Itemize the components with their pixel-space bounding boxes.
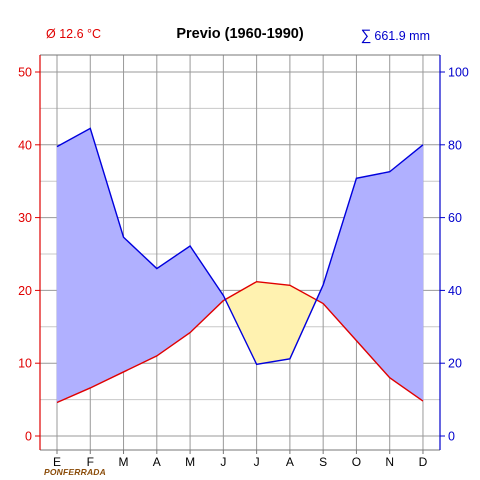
chart-title: Previo (1960-1990) bbox=[176, 26, 304, 42]
humid-area bbox=[89, 128, 124, 389]
precipitation-line bbox=[56, 127, 424, 366]
month-label: E bbox=[53, 455, 61, 469]
humid-area bbox=[389, 144, 424, 402]
temperature-line bbox=[56, 280, 424, 404]
precipitation-axis: 0 20 40 60 80 100 bbox=[440, 66, 469, 444]
precipitation-tick-label: 80 bbox=[448, 138, 462, 152]
arid-area bbox=[224, 281, 257, 365]
temperature-tick-label: 30 bbox=[18, 211, 32, 225]
month-label: J bbox=[254, 455, 260, 469]
temperature-tick-label: 10 bbox=[18, 357, 32, 371]
precipitation-tick-label: 60 bbox=[448, 211, 462, 225]
series-lines bbox=[56, 127, 424, 404]
humid-area bbox=[322, 178, 357, 342]
month-label: D bbox=[419, 455, 428, 469]
temperature-axis: 0 10 20 30 40 50 bbox=[18, 66, 40, 444]
total-precipitation-annotation: ∑ 661.9 mm bbox=[361, 27, 430, 44]
month-label: A bbox=[153, 455, 161, 469]
precipitation-tick-label: 0 bbox=[448, 430, 455, 444]
temperature-tick-label: 50 bbox=[18, 66, 32, 80]
month-label: S bbox=[319, 455, 327, 469]
precipitation-tick-label: 20 bbox=[448, 357, 462, 371]
area-fills bbox=[56, 127, 424, 403]
month-label: O bbox=[352, 455, 361, 469]
sigma-icon: ∑ bbox=[360, 27, 372, 44]
temperature-tick-label: 0 bbox=[25, 430, 32, 444]
month-label: F bbox=[87, 455, 94, 469]
humid-area bbox=[156, 245, 191, 357]
precipitation-total: 661.9 mm bbox=[374, 29, 430, 43]
month-label: J bbox=[220, 455, 226, 469]
arid-area bbox=[289, 284, 317, 359]
humid-area bbox=[56, 127, 91, 403]
month-label: A bbox=[286, 455, 294, 469]
precipitation-tick-label: 100 bbox=[448, 66, 469, 80]
temperature-tick-label: 40 bbox=[18, 138, 32, 152]
plot-frame bbox=[39, 54, 441, 451]
month-label: M bbox=[185, 455, 195, 469]
humid-area bbox=[123, 236, 158, 373]
station-label: PONFERRADA bbox=[44, 467, 106, 477]
month-label: M bbox=[119, 455, 129, 469]
arid-area bbox=[256, 281, 291, 365]
month-label: N bbox=[385, 455, 394, 469]
temperature-tick-label: 20 bbox=[18, 284, 32, 298]
mean-temperature-annotation: Ø 12.6 °C bbox=[46, 27, 102, 41]
precipitation-tick-label: 40 bbox=[448, 284, 462, 298]
